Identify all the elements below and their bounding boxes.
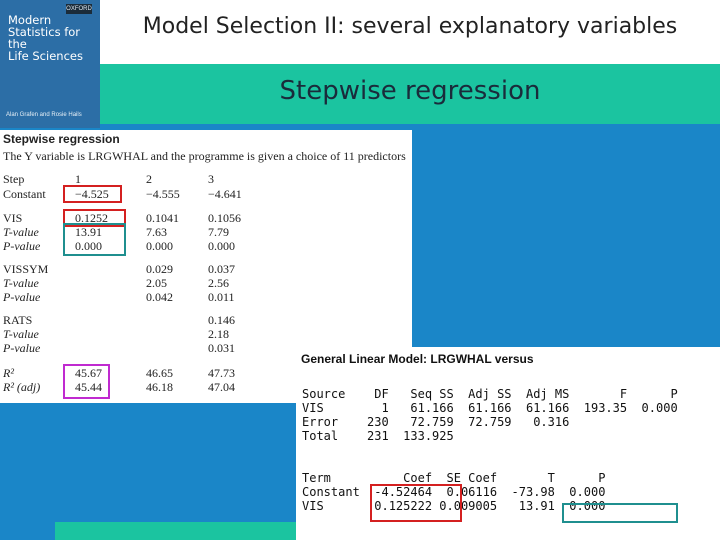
book-title: Modern Statistics for the Life Sciences (8, 14, 100, 62)
stepwise-cell: 3 (208, 172, 214, 186)
stepwise-row-label: T-value (3, 276, 39, 290)
glm-heading: General Linear Model: LRGWHAL versus (301, 352, 534, 366)
anova-table: Source DF Seq SS Adj SS Adj MS F P VIS 1… (302, 387, 678, 443)
stepwise-cell: 2.05 (146, 276, 167, 290)
constant-highlight-box (63, 185, 122, 203)
stepwise-cell: 0.000 (146, 239, 173, 253)
coef-row: VIS 0.125222 0.009005 13.91 0.000 (302, 499, 606, 513)
book-title-line: Modern (8, 13, 52, 27)
stepwise-row-label: P-value (3, 290, 41, 304)
stepwise-row-label: P-value (3, 239, 41, 253)
stepwise-row-label: Step (3, 172, 25, 186)
stepwise-cell: 2.56 (208, 276, 229, 290)
stepwise-cell: 0.1056 (208, 211, 241, 225)
book-cover-image: OXFORD Modern Statistics for the Life Sc… (0, 0, 100, 128)
stepwise-cell: 0.146 (208, 313, 235, 327)
stepwise-cell: 46.65 (146, 366, 173, 380)
slide-title: Model Selection II: several explanatory … (142, 14, 678, 39)
anova-row: Error 230 72.759 72.759 0.316 (302, 415, 570, 429)
stepwise-cell: 0.000 (75, 239, 102, 253)
stepwise-cell: 7.63 (146, 225, 167, 239)
stepwise-row-label: RATS (3, 313, 33, 327)
coef-highlight-box (370, 484, 462, 522)
glm-output-panel: General Linear Model: LRGWHAL versus Sou… (296, 347, 720, 540)
stepwise-cell: 45.67 (75, 366, 102, 380)
title-bar (0, 0, 720, 64)
stepwise-row-label: VISSYM (3, 262, 49, 276)
stepwise-cell: 0.000 (208, 239, 235, 253)
anova-header-row: Source DF Seq SS Adj SS Adj MS F P (302, 387, 678, 401)
stepwise-cell: 0.1252 (75, 211, 108, 225)
stepwise-row-label: VIS (3, 211, 23, 225)
rsq-highlight-box (63, 364, 110, 399)
book-publisher-logo: OXFORD (66, 4, 92, 14)
book-title-line: Statistics for the (8, 25, 81, 51)
stepwise-cell: 13.91 (75, 225, 102, 239)
stepwise-cell: 7.79 (208, 225, 229, 239)
stepwise-cell: 46.18 (146, 380, 173, 394)
stepwise-cell: 0.042 (146, 290, 173, 304)
stepwise-row-label: R² (adj) (3, 380, 41, 394)
stepwise-cell: −4.555 (146, 187, 180, 201)
stepwise-cell: 47.04 (208, 380, 235, 394)
stepwise-cell: 0.011 (208, 290, 235, 304)
stepwise-cell: 0.031 (208, 341, 235, 355)
vis-coef-highlight-box (63, 209, 126, 227)
coef-table: Term Coef SE Coef T P Constant -4.52464 … (302, 471, 605, 513)
coef-row: Constant -4.52464 0.06116 -73.98 0.000 (302, 485, 606, 499)
stepwise-heading: Stepwise regression (3, 132, 120, 146)
slide-subtitle: Stepwise regression (279, 76, 541, 106)
stepwise-cell: 0.1041 (146, 211, 179, 225)
tp-highlight-box (63, 223, 126, 256)
stepwise-cell: −4.525 (75, 187, 109, 201)
coef-header-row: Term Coef SE Coef T P (302, 471, 606, 485)
stepwise-cell: 2.18 (208, 327, 229, 341)
divider-strip (100, 124, 720, 130)
anova-row: VIS 1 61.166 61.166 61.166 193.35 0.000 (302, 401, 678, 415)
stepwise-row-label: Constant (3, 187, 46, 201)
book-title-line: Life Sciences (8, 49, 83, 63)
stepwise-row-label: T-value (3, 327, 39, 341)
footer-band (55, 522, 300, 540)
stepwise-cell: 0.029 (146, 262, 173, 276)
stepwise-row-label: R² (3, 366, 14, 380)
stepwise-row-label: P-value (3, 341, 41, 355)
vis-tp-highlight-box (562, 503, 678, 523)
book-authors: Alan Grafen and Rosie Hails (6, 112, 82, 118)
subtitle-band (100, 64, 720, 124)
stepwise-cell: 47.73 (208, 366, 235, 380)
stepwise-row-label: T-value (3, 225, 39, 239)
anova-row: Total 231 133.925 (302, 429, 454, 443)
stepwise-cell: −4.641 (208, 187, 242, 201)
stepwise-cell: 0.037 (208, 262, 235, 276)
stepwise-cell: 45.44 (75, 380, 102, 394)
stepwise-output-scan: Stepwise regression The Y variable is LR… (0, 130, 412, 403)
stepwise-cell: 1 (75, 172, 81, 186)
stepwise-cell: 2 (146, 172, 152, 186)
stepwise-description: The Y variable is LRGWHAL and the progra… (3, 149, 406, 163)
